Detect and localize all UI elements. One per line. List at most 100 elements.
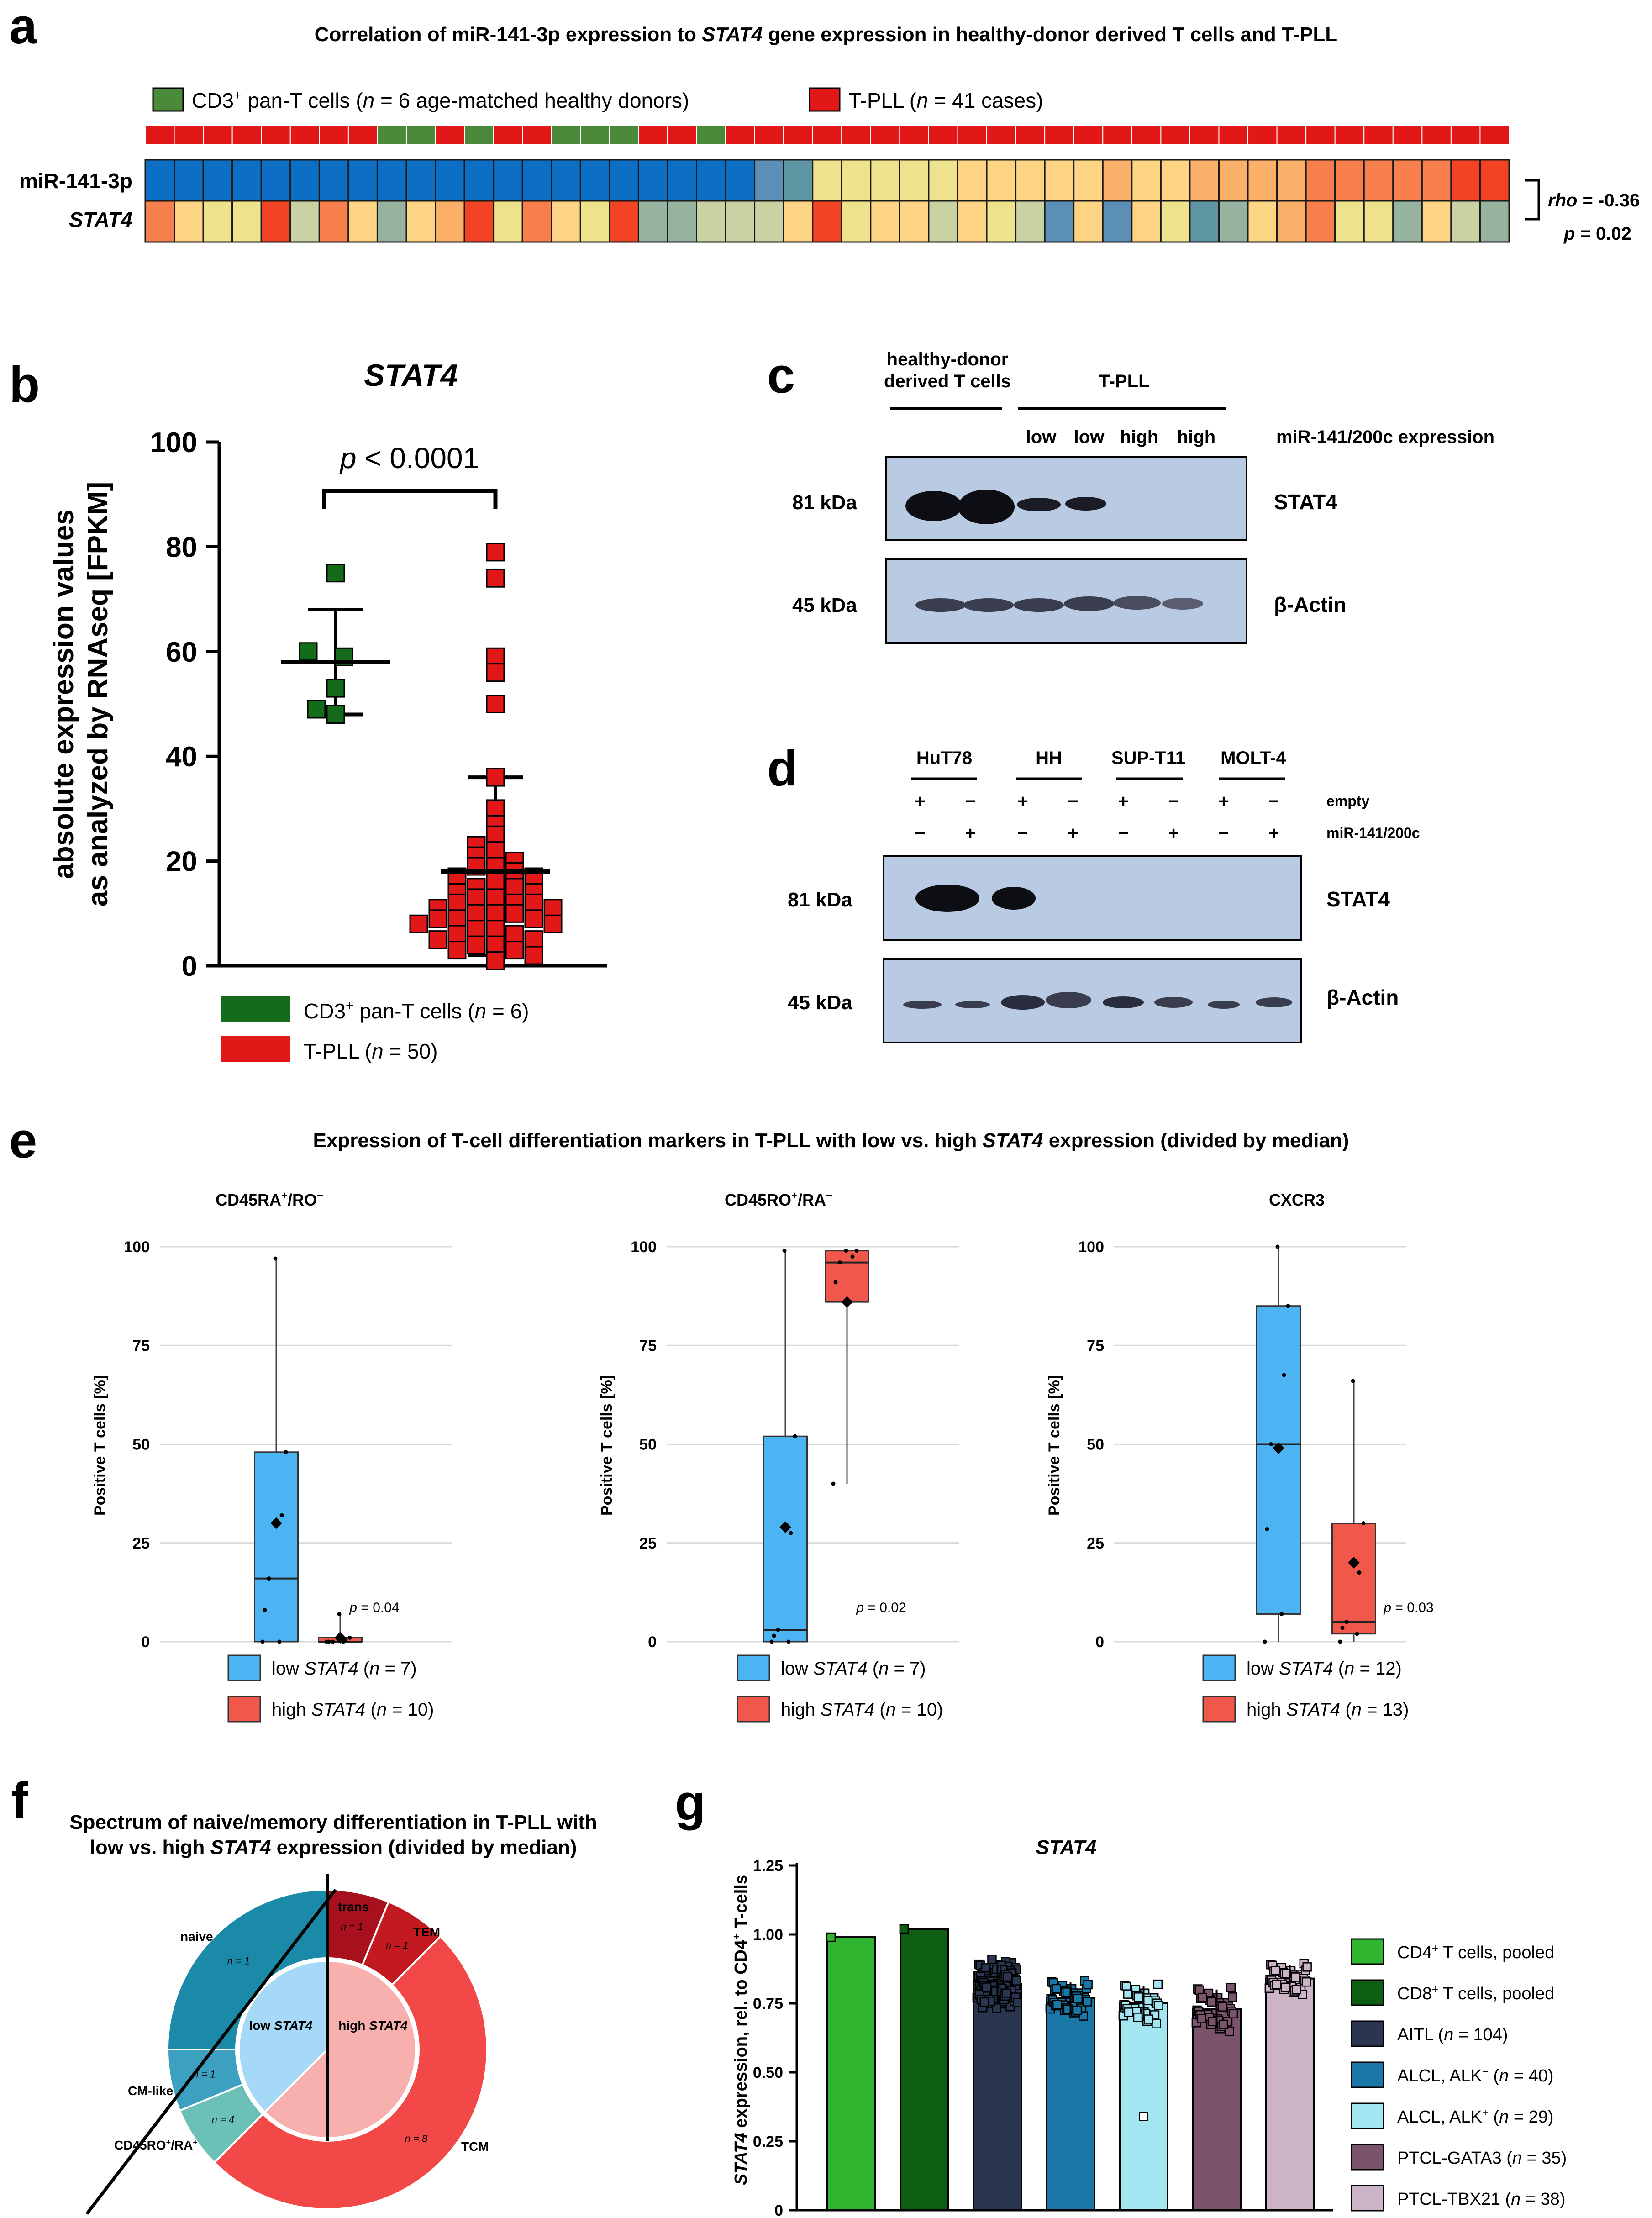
significance-bracket (322, 489, 498, 509)
panel-c: c healthy-donor derived T cells T-PLL lo… (767, 348, 1494, 644)
data-dot (1357, 1570, 1362, 1575)
data-dot (1269, 1442, 1273, 1446)
heat-group-cell (231, 125, 262, 145)
panel-e-title: Expression of T-cell differentiation mar… (313, 1129, 1349, 1152)
f-inner-high: high STAT4 (338, 2018, 408, 2033)
band-d-1 (915, 885, 979, 912)
legend-label-high: high STAT4 (n = 10) (781, 1700, 943, 1720)
row-label-mir: miR-141/200c (1326, 825, 1420, 841)
heat-mir-cell (609, 159, 639, 202)
bar-point (1143, 1996, 1153, 2005)
data-dot (786, 1639, 791, 1644)
bar-point (1082, 1997, 1092, 2007)
panel-b-title: STAT4 (364, 358, 458, 393)
row-label-stat4: STAT4 (69, 208, 132, 232)
bar-point (987, 1954, 997, 1964)
data-point (486, 647, 505, 666)
heat-group-cell (347, 125, 378, 145)
heat-mir-cell (899, 159, 930, 202)
band-c-actin-5 (1113, 596, 1161, 610)
data-point (467, 935, 486, 954)
data-point (486, 663, 505, 682)
heat-mir-cell (144, 159, 175, 202)
lane-label-4: high (1177, 427, 1215, 447)
panel-e-letter: e (9, 1112, 37, 1169)
heat-group-cell (1276, 125, 1307, 145)
data-point (486, 951, 505, 970)
bar-point (1154, 2001, 1163, 2010)
heat-stat4-cell (1450, 200, 1481, 243)
g-tick-label: 0.50 (753, 2064, 783, 2081)
heat-mir-cell (725, 159, 756, 202)
band-c-actin-1 (915, 598, 966, 612)
tick-label: 25 (1087, 1535, 1104, 1552)
data-dot (1279, 1612, 1284, 1616)
heat-stat4-cell (347, 200, 378, 243)
heat-mir-cell (202, 159, 233, 202)
heat-mir-cell (812, 159, 842, 202)
data-point (307, 700, 326, 719)
band-d-actin-2 (955, 1001, 990, 1008)
heat-mir-cell (1247, 159, 1278, 202)
band-d-actin-4 (1046, 992, 1091, 1008)
segment-count: n = 8 (405, 2133, 428, 2144)
heat-group-cell (725, 125, 755, 145)
sign-empty: − (1068, 791, 1078, 811)
data-dot (331, 1639, 335, 1644)
data-point (409, 914, 428, 933)
heat-mir-cell (579, 159, 610, 202)
heat-mir-cell (1363, 159, 1394, 202)
band-c-3 (1017, 498, 1061, 511)
band-d-2 (992, 887, 1036, 910)
legend-swatch-tpll (809, 87, 841, 112)
legend-swatch-high (1202, 1696, 1236, 1723)
legend-label-b-tpll: T-PLL (n = 50) (304, 1039, 438, 1063)
data-dot (1351, 1379, 1355, 1383)
panel-b-scatter (281, 543, 563, 970)
heatmap-group-row (145, 125, 1510, 145)
band-c-actin-2 (963, 598, 1014, 612)
heat-group-cell (783, 125, 813, 145)
heatmap-stat4-row (144, 200, 1510, 243)
data-point (447, 925, 467, 944)
heat-stat4-cell (463, 200, 495, 243)
data-dot (848, 1300, 852, 1304)
heat-stat4-cell (899, 200, 930, 243)
tick-label: 100 (124, 1238, 150, 1256)
tick-label: 0 (141, 1633, 150, 1651)
g-tick-label: 1.25 (753, 1857, 783, 1875)
heat-mir-cell (289, 159, 320, 202)
data-point (524, 930, 543, 949)
data-point (505, 925, 524, 944)
g-legend-swatch (1351, 1938, 1384, 1965)
band-d-actin-8 (1256, 997, 1292, 1007)
bar-point (1152, 2019, 1161, 2028)
bar-6 (1192, 2008, 1242, 2212)
protein-c-actin: β-Actin (1274, 593, 1346, 616)
heat-stat4-cell (725, 200, 756, 243)
heat-stat4-cell (493, 200, 523, 243)
band-c-4 (1065, 497, 1106, 511)
data-point (299, 642, 318, 661)
legend-label-tpll: T-PLL (n = 41 cases) (848, 89, 1043, 112)
data-dot (833, 1280, 838, 1285)
heat-mir-cell (1073, 159, 1104, 202)
legend-label-high: high STAT4 (n = 13) (1247, 1700, 1409, 1720)
panel-g-title: STAT4 (1036, 1836, 1097, 1859)
heat-mir-cell (551, 159, 581, 202)
bar-point (1003, 1972, 1012, 1982)
protein-d-stat4: STAT4 (1326, 887, 1390, 911)
g-tick-label: 0.25 (753, 2133, 783, 2150)
kda-d-45: 45 kDa (788, 991, 852, 1014)
heat-group-cell (1131, 125, 1162, 145)
heat-mir-cell (1218, 159, 1249, 202)
panel-a-letter: a (9, 0, 37, 54)
boxplot-title: CD45RA+/RO− (216, 1190, 323, 1209)
heat-group-cell (1073, 125, 1104, 145)
bar-2 (900, 1928, 949, 2211)
b-tick-label: 60 (166, 637, 197, 668)
tick-label: 75 (132, 1337, 150, 1354)
heat-group-cell (1334, 125, 1365, 145)
heat-group-cell (928, 125, 958, 145)
cell-line-hh: HH (1036, 748, 1062, 768)
